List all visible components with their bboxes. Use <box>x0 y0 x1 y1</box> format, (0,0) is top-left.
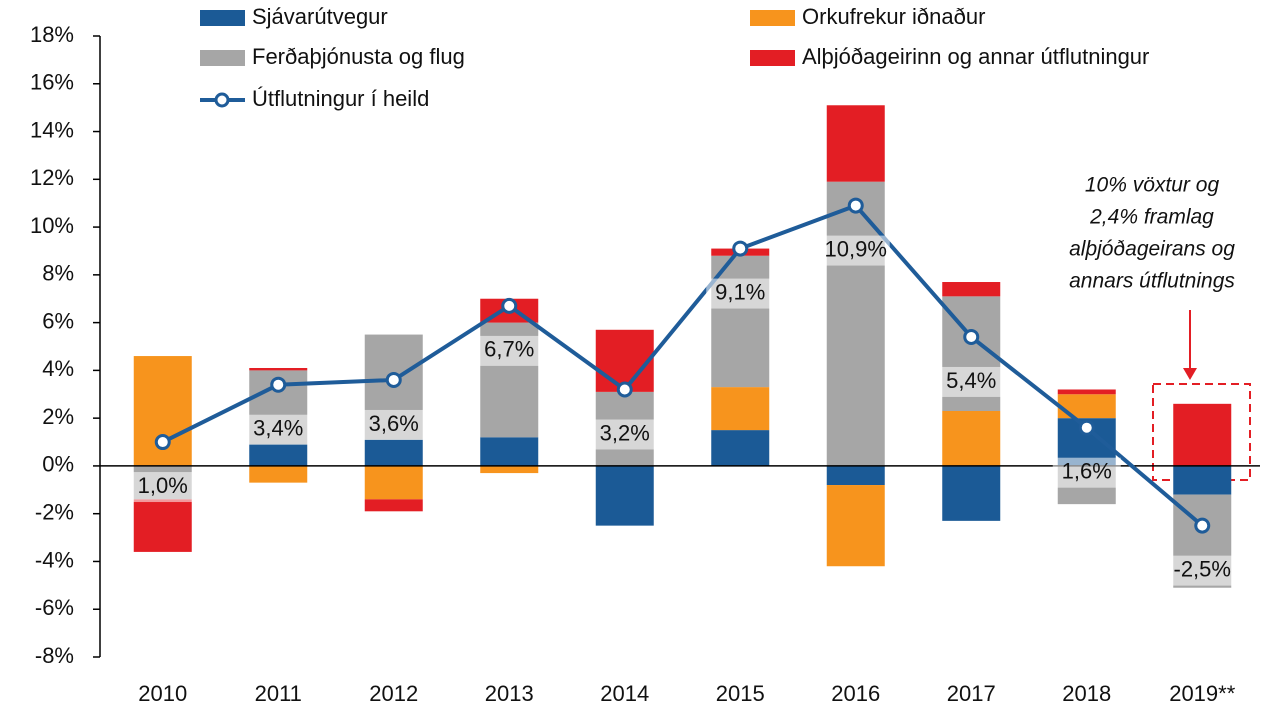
y-tick-label: 8% <box>42 261 74 286</box>
total-line <box>161 203 1204 528</box>
x-tick-label: 2017 <box>947 681 996 706</box>
value-label: 3,4% <box>253 416 303 441</box>
bar-segment <box>711 430 770 466</box>
bar-segment <box>826 181 885 466</box>
value-label-bg <box>244 414 313 445</box>
value-label-bg <box>937 366 1006 397</box>
total-point <box>616 381 633 398</box>
total-point <box>501 297 518 314</box>
y-tick-label: 4% <box>42 356 74 381</box>
y-tick-label: 10% <box>30 213 74 238</box>
bar-segment <box>249 444 308 466</box>
y-tick-label: -8% <box>35 643 74 668</box>
y-tick-label: 12% <box>30 165 74 190</box>
value-label: 1,6% <box>1062 459 1112 484</box>
value-label-bg <box>706 278 775 309</box>
total-point <box>1194 517 1211 534</box>
legend-label: Ferðaþjónusta og flug <box>252 44 465 69</box>
x-tick-label: 2019** <box>1169 681 1236 706</box>
bar-segment <box>942 465 1001 521</box>
bar-segment <box>364 499 423 512</box>
bar-segment <box>595 465 654 526</box>
value-label: -2,5% <box>1174 556 1231 581</box>
x-tick-label: 2016 <box>831 681 880 706</box>
value-label-bg <box>590 419 659 450</box>
total-point <box>963 328 980 345</box>
value-label: 3,2% <box>600 420 650 445</box>
value-label-bg <box>1052 457 1121 488</box>
value-label-bg <box>128 472 197 503</box>
value-label-bg <box>821 235 890 266</box>
y-tick-label: 2% <box>42 404 74 429</box>
annotation-arrowhead <box>1183 368 1197 380</box>
bar-segment <box>826 465 885 486</box>
bar-segment <box>1173 403 1232 466</box>
value-label: 1,0% <box>138 473 188 498</box>
legend-label: Orkufrekur iðnaður <box>802 4 985 29</box>
y-tick-label: 6% <box>42 308 74 333</box>
bar-segment <box>249 367 308 371</box>
legend-swatch <box>750 50 795 66</box>
y-tick-label: 18% <box>30 22 74 47</box>
bar-segment <box>480 465 539 474</box>
annotation: annars útflutnings <box>1069 270 1235 293</box>
total-point <box>154 434 171 451</box>
total-point <box>732 240 749 257</box>
bar-segment <box>711 255 770 388</box>
bar-segment <box>711 387 770 431</box>
y-tick-label: -6% <box>35 595 74 620</box>
legend-label: Útflutningur í heild <box>252 86 429 111</box>
total-point <box>1078 419 1095 436</box>
total-point <box>847 197 864 214</box>
y-tick-label: -2% <box>35 500 74 525</box>
total-point <box>270 376 287 393</box>
value-label-bg <box>1168 555 1237 586</box>
bar-segment <box>942 282 1001 297</box>
value-label: 6,7% <box>484 337 534 362</box>
x-tick-label: 2013 <box>485 681 534 706</box>
value-label: 10,9% <box>825 236 887 261</box>
bar-segment <box>364 439 423 466</box>
y-tick-label: 14% <box>30 117 74 142</box>
value-label: 9,1% <box>715 279 765 304</box>
y-tick-label: 0% <box>42 452 74 477</box>
x-tick-label: 2010 <box>138 681 187 706</box>
bar-segment <box>249 465 308 483</box>
value-label-bg <box>359 409 428 440</box>
x-tick-label: 2014 <box>600 681 649 706</box>
bar-segment <box>942 410 1001 466</box>
annotation: 2,4% framlag <box>1089 206 1214 229</box>
bar-segment <box>826 485 885 567</box>
bar-segment <box>826 105 885 182</box>
x-tick-label: 2018 <box>1062 681 1111 706</box>
legend-marker <box>214 92 230 108</box>
value-label-bg <box>475 335 544 366</box>
total-point <box>385 371 402 388</box>
bar-segment <box>133 499 192 552</box>
bar-segment <box>480 437 539 466</box>
y-tick-label: 16% <box>30 70 74 95</box>
x-tick-label: 2011 <box>255 681 302 706</box>
bar-segment <box>1173 465 1232 495</box>
legend-label: Alþjóðageirinn og annar útflutningur <box>802 44 1149 69</box>
legend-label: Sjávarútvegur <box>252 4 388 29</box>
legend-swatch <box>200 50 245 66</box>
value-label: 5,4% <box>946 368 996 393</box>
value-label: 3,6% <box>369 411 419 436</box>
annotation: 10% vöxtur og <box>1085 174 1220 197</box>
legend-swatch <box>200 10 245 26</box>
y-tick-label: -4% <box>35 547 74 572</box>
annotation: alþjóðageirans og <box>1069 238 1235 261</box>
bar-segment <box>364 465 423 500</box>
bar-segment <box>1057 389 1116 395</box>
x-tick-label: 2015 <box>716 681 765 706</box>
legend-swatch <box>750 10 795 26</box>
bar-segment <box>1057 394 1116 419</box>
x-tick-label: 2012 <box>369 681 418 706</box>
